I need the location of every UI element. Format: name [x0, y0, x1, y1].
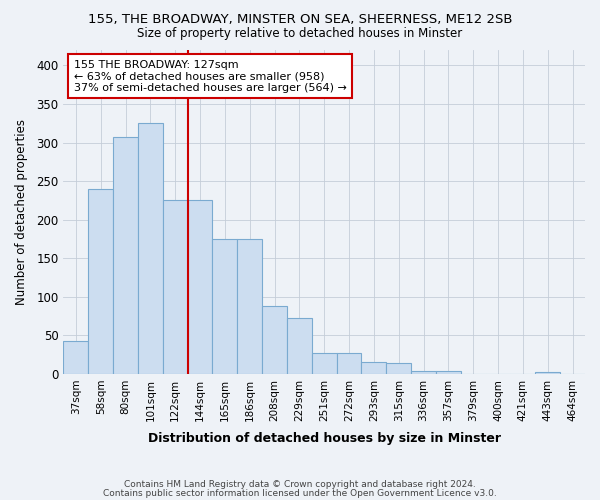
Bar	[411, 371, 436, 374]
Bar	[237, 239, 262, 374]
Bar	[436, 371, 461, 374]
Y-axis label: Number of detached properties: Number of detached properties	[15, 119, 28, 305]
Text: 155 THE BROADWAY: 127sqm
← 63% of detached houses are smaller (958)
37% of semi-: 155 THE BROADWAY: 127sqm ← 63% of detach…	[74, 60, 347, 93]
Text: Contains HM Land Registry data © Crown copyright and database right 2024.: Contains HM Land Registry data © Crown c…	[124, 480, 476, 489]
Bar	[64, 340, 88, 374]
Bar	[262, 306, 287, 374]
Bar	[337, 353, 361, 374]
Bar	[535, 372, 560, 374]
X-axis label: Distribution of detached houses by size in Minster: Distribution of detached houses by size …	[148, 432, 501, 445]
Text: Contains public sector information licensed under the Open Government Licence v3: Contains public sector information licen…	[103, 488, 497, 498]
Bar	[312, 353, 337, 374]
Text: 155, THE BROADWAY, MINSTER ON SEA, SHEERNESS, ME12 2SB: 155, THE BROADWAY, MINSTER ON SEA, SHEER…	[88, 12, 512, 26]
Bar	[386, 363, 411, 374]
Bar	[212, 239, 237, 374]
Bar	[163, 200, 188, 374]
Text: Size of property relative to detached houses in Minster: Size of property relative to detached ho…	[137, 28, 463, 40]
Bar	[138, 124, 163, 374]
Bar	[287, 318, 312, 374]
Bar	[188, 200, 212, 374]
Bar	[361, 362, 386, 374]
Bar	[88, 189, 113, 374]
Bar	[113, 137, 138, 374]
